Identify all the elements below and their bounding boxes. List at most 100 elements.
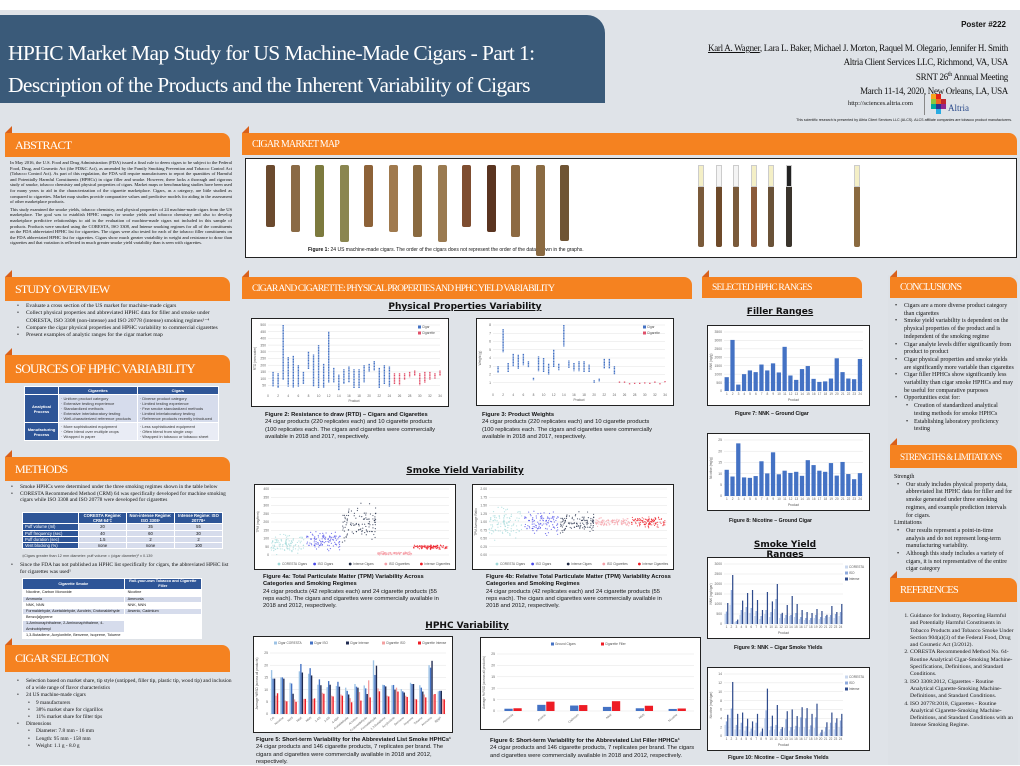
bar (313, 698, 316, 714)
list-item: Compare the cigar physical properties an… (14, 325, 229, 333)
figure-3-chart: 1 2 3 4 5 6 7 8 Weight (g) Product 0 2 4 6 8 10 12 14 16 18… (476, 318, 674, 406)
data-point (344, 520, 346, 522)
data-point (385, 553, 387, 556)
data-point (520, 528, 523, 531)
y-tick-label: 500 (716, 381, 722, 385)
bar (366, 693, 368, 714)
x-tick-label: 14 (800, 392, 804, 396)
data-point (571, 523, 573, 525)
list-item: Cigar analyte levels differ significantl… (892, 342, 1014, 357)
physical-title: CIGAR AND CIGARETTE: PHYSICAL PROPERTIES… (252, 282, 555, 294)
data-point (548, 525, 550, 527)
website-link[interactable]: http://sciences.altria.com (848, 100, 913, 107)
data-point (378, 552, 380, 554)
bar (760, 731, 762, 736)
data-point (346, 518, 348, 520)
data-point (540, 516, 542, 518)
data-point (528, 525, 530, 528)
data-point (592, 520, 594, 522)
data-point (289, 546, 291, 548)
bar (570, 705, 579, 711)
data-point (399, 553, 401, 556)
bar (808, 620, 811, 624)
cigar-analytical-cell: · Diverse product category · Limited test… (136, 394, 220, 423)
x-tick-label: 14 (789, 625, 793, 629)
bar (280, 677, 282, 714)
data-point (582, 522, 584, 524)
bar (810, 725, 812, 736)
bar (513, 708, 522, 711)
data-point (648, 527, 650, 529)
caption-label: Figure 1: (308, 247, 330, 253)
legend-swatch (418, 325, 421, 329)
bar (425, 697, 427, 714)
data-point (432, 545, 435, 547)
conclusions-header: CONCLUSIONS (890, 270, 1017, 298)
smoke-subtitle: Smoke Yield Variability (406, 466, 524, 476)
x-tick-label: Nicotine (667, 712, 678, 722)
data-point (548, 518, 551, 520)
altria-logo-icon (931, 94, 947, 114)
data-point (622, 520, 624, 523)
bar (771, 715, 773, 736)
row-header: Vent blocking (%) (22, 541, 79, 550)
data-point (557, 523, 559, 525)
data-point (299, 536, 301, 539)
legend-swatch (566, 562, 570, 566)
bar (273, 678, 276, 714)
data-point (639, 521, 641, 524)
data-point (560, 524, 562, 526)
x-tick-label: 6 (755, 497, 757, 501)
data-point (296, 541, 298, 544)
list-item: Smoke HPHCs were determined under the th… (8, 484, 236, 491)
bar (734, 622, 736, 624)
bar (770, 612, 772, 624)
bar (805, 366, 810, 391)
y-axis-label: Nicotine (mg/cigar) (709, 692, 713, 719)
data-point (646, 519, 648, 521)
y-tick-label: 4 (720, 716, 722, 720)
data-point (414, 545, 416, 547)
data-point (291, 541, 293, 544)
cigar-image (768, 165, 775, 247)
data-point (503, 523, 505, 525)
data-point (406, 553, 408, 555)
x-tick-label: 18 (582, 393, 586, 397)
data-point (660, 522, 662, 525)
bar (394, 689, 396, 714)
y-tick-label: 6 (720, 708, 722, 712)
data-point (506, 524, 509, 526)
data-point (430, 545, 432, 548)
data-point (375, 507, 377, 509)
data-point (308, 544, 310, 546)
data-point (633, 520, 635, 522)
x-tick-label: Ammonia (420, 715, 433, 726)
data-point (306, 541, 309, 543)
y-tick-label: 5 (720, 483, 722, 487)
bar (806, 612, 808, 624)
data-point (516, 517, 518, 519)
data-point (315, 541, 317, 543)
data-point (583, 523, 585, 526)
data-point (608, 524, 610, 526)
x-tick-label: 22 (378, 394, 382, 398)
data-point (565, 525, 567, 527)
data-point (324, 538, 326, 540)
data-point (417, 547, 419, 549)
data-point (615, 521, 617, 524)
data-point (507, 532, 509, 534)
conclusions-title: CONCLUSIONS (900, 282, 962, 293)
data-point (643, 524, 646, 526)
y-tick-label: 400 (260, 337, 266, 341)
data-point (657, 526, 659, 528)
x-tick-label: 10 (777, 497, 781, 501)
data-point (328, 541, 330, 543)
data-point (428, 545, 430, 547)
data-point (350, 510, 353, 512)
data-point (564, 528, 566, 530)
data-point (495, 517, 497, 519)
legend-label: Intense Cigars (571, 562, 592, 566)
data-point (598, 520, 600, 522)
data-point (285, 538, 287, 540)
